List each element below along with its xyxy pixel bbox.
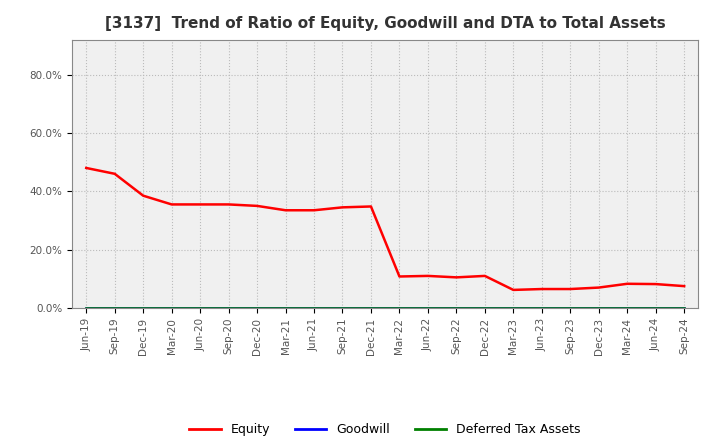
Legend: Equity, Goodwill, Deferred Tax Assets: Equity, Goodwill, Deferred Tax Assets [184, 418, 586, 440]
Title: [3137]  Trend of Ratio of Equity, Goodwill and DTA to Total Assets: [3137] Trend of Ratio of Equity, Goodwil… [105, 16, 665, 32]
